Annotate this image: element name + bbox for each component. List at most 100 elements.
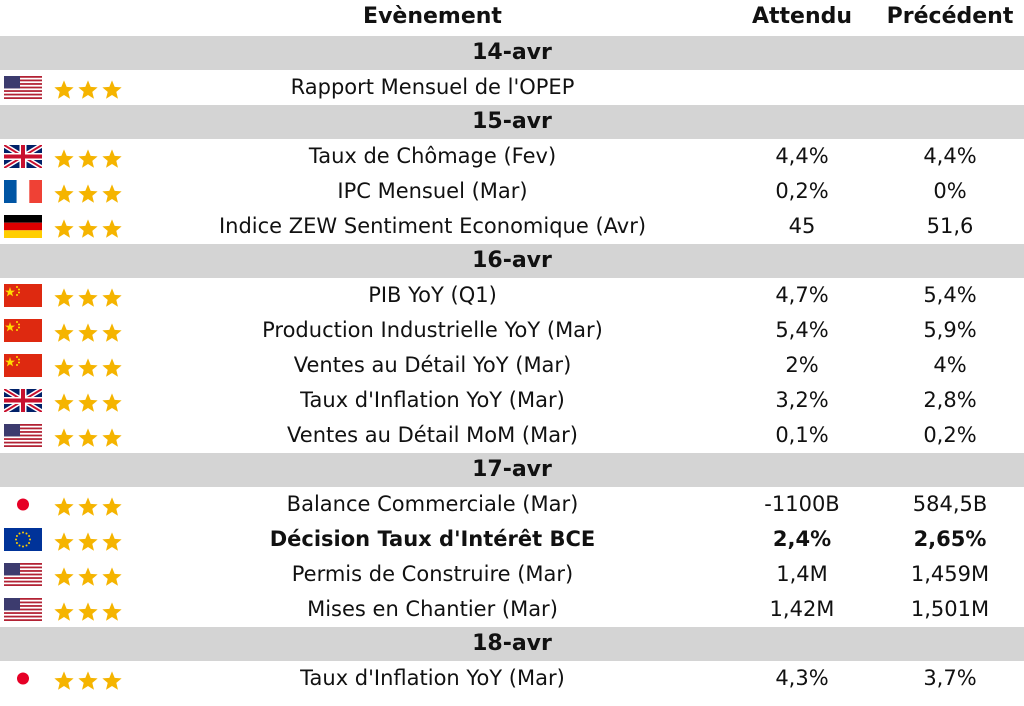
date-band: 17-avr [0,453,1024,487]
star-icon [53,181,75,203]
header-event: Evènement [363,4,502,29]
event-name: IPC Mensuel (Mar) [337,179,528,203]
event-name: Production Industrielle YoY (Mar) [262,318,603,342]
star-icon [53,390,75,412]
star-icon [53,668,75,690]
expected-value: 45 [788,214,816,238]
importance-stars [53,139,123,174]
star-icon [101,564,123,586]
previous-value: 5,9% [923,318,977,342]
star-icon [77,355,99,377]
table-row: Taux d'Inflation YoY (Mar) 4,3% 3,7% [0,661,1024,696]
expected-value: 3,2% [775,388,829,412]
previous-value: 584,5B [912,492,988,516]
star-icon [101,529,123,551]
event-name: Ventes au Détail YoY (Mar) [293,353,572,377]
importance-stars [53,487,123,522]
date-band: 16-avr [0,244,1024,278]
event-name: Balance Commerciale (Mar) [286,492,579,516]
expected-value: 1,42M [769,597,835,621]
expected-value: -1100B [764,492,840,516]
table-row: Indice ZEW Sentiment Economique (Avr) 45 5… [0,209,1024,244]
cn-flag-icon [4,284,42,307]
event-name: Mises en Chantier (Mar) [307,597,558,621]
star-icon [77,216,99,238]
star-icon [101,668,123,690]
previous-value: 4% [933,353,967,377]
expected-value: 4,7% [775,283,829,307]
star-icon [77,320,99,342]
previous-value: 5,4% [923,283,977,307]
expected-value: 2% [785,353,819,377]
star-icon [77,390,99,412]
header-previous: Précédent [886,4,1014,29]
star-icon [101,425,123,447]
table-row: Balance Commerciale (Mar) -1100B 584,5B [0,487,1024,522]
us-flag-icon [4,563,42,586]
star-icon [77,77,99,99]
table-row: Ventes au Détail YoY (Mar) 2% 4% [0,348,1024,383]
event-name: Taux d'Inflation YoY (Mar) [300,388,565,412]
previous-value: 4,4% [923,144,977,168]
table-row: Rapport Mensuel de l'OPEP [0,70,1024,105]
table-row: Décision Taux d'Intérêt BCE 2,4% 2,65% [0,522,1024,557]
cn-flag-icon [4,319,42,342]
us-flag-icon [4,424,42,447]
event-name: Rapport Mensuel de l'OPEP [290,75,575,99]
star-icon [53,285,75,307]
table-row: PIB YoY (Q1) 4,7% 5,4% [0,278,1024,313]
star-icon [101,146,123,168]
previous-value: 0,2% [923,423,977,447]
star-icon [77,425,99,447]
star-icon [77,146,99,168]
jp-flag-icon [4,493,42,516]
importance-stars [53,383,123,418]
expected-value: 4,3% [775,666,829,690]
star-icon [53,355,75,377]
star-icon [53,494,75,516]
star-icon [101,216,123,238]
importance-stars [53,174,123,209]
previous-value: 0% [933,179,967,203]
star-icon [77,285,99,307]
star-icon [53,320,75,342]
star-icon [101,320,123,342]
star-icon [53,146,75,168]
expected-value: 0,1% [775,423,829,447]
star-icon [101,355,123,377]
importance-stars [53,209,123,244]
uk-flag-icon [4,145,42,168]
event-name: Permis de Construire (Mar) [291,562,574,586]
date-band: 15-avr [0,105,1024,139]
us-flag-icon [4,76,42,99]
table-header: Evènement Attendu Précédent [0,0,1024,36]
date-band: 18-avr [0,627,1024,661]
star-icon [53,216,75,238]
star-icon [101,285,123,307]
table-row: Taux de Chômage (Fev) 4,4% 4,4% [0,139,1024,174]
event-name: PIB YoY (Q1) [368,283,497,307]
previous-value: 2,65% [913,527,987,551]
importance-stars [53,348,123,383]
event-name: Indice ZEW Sentiment Economique (Avr) [218,214,647,238]
previous-value: 3,7% [923,666,977,690]
table-row: Taux d'Inflation YoY (Mar) 3,2% 2,8% [0,383,1024,418]
importance-stars [53,70,123,105]
header-expected: Attendu [751,4,853,29]
importance-stars [53,592,123,627]
previous-value: 1,459M [910,562,990,586]
importance-stars [53,661,123,696]
star-icon [53,425,75,447]
previous-value: 1,501M [910,597,990,621]
star-icon [101,390,123,412]
date-band: 14-avr [0,36,1024,70]
star-icon [77,494,99,516]
star-icon [101,77,123,99]
table-row: Production Industrielle YoY (Mar) 5,4% 5,9… [0,313,1024,348]
previous-value: 51,6 [926,214,974,238]
previous-value: 2,8% [923,388,977,412]
importance-stars [53,313,123,348]
star-icon [101,181,123,203]
fr-flag-icon [4,180,42,203]
star-icon [53,77,75,99]
